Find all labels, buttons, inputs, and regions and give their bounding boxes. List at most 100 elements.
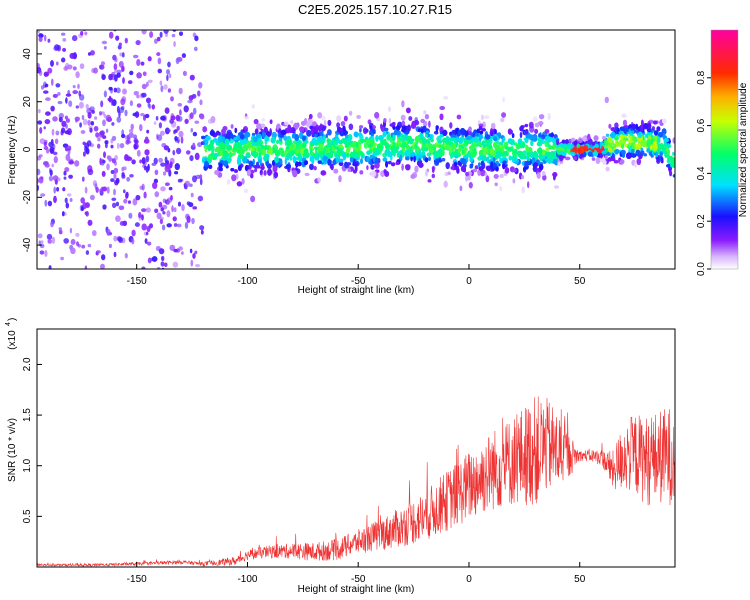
spectrogram-cell [158,248,165,255]
spectrogram-cell [159,279,162,283]
spectrogram-cell [51,22,54,27]
spectrogram-cell [350,143,356,148]
spectrogram-cell [90,50,95,56]
spectrogram-cell [168,73,172,79]
spectrogram-cell [261,117,266,122]
spectrogram-cell [166,223,172,228]
spectrogram-cell [636,158,642,166]
spectrogram-cell [251,104,255,109]
spectrogram-cell [164,262,168,267]
spectrogram-cell [320,130,324,137]
spectrogram-cell [69,227,73,234]
spectrogram-cell [593,135,599,142]
spectrogram-cell [177,22,183,29]
spectrogram-cell [249,160,253,166]
spectrogram-cell [236,157,242,165]
spectrogram-cell [333,168,339,174]
spectrogram-cell [115,215,121,222]
spectrogram-cell [141,214,144,221]
spectrogram-cell [158,122,162,129]
spectrogram-cell [77,388,82,394]
spectrogram-cell [44,119,51,125]
spectrogram-cell [156,266,161,269]
spectrogram-cell [338,149,344,154]
spectrogram-cell [194,152,200,160]
spectrogram-cell [111,99,117,106]
spectrogram-cell [425,169,428,177]
spectrogram-cell [552,158,557,164]
spectrogram-cell [118,205,125,211]
spectrogram-cell [133,54,139,59]
spectrogram-cell [331,147,336,151]
spectrogram-cell [599,153,603,159]
spectrogram-cell [238,150,243,155]
spectrogram-cell [449,122,453,129]
spectrogram-cell [135,339,139,346]
spectrogram-cell [44,163,50,168]
spectrogram-cell [544,129,550,134]
spectrogram-cell [157,57,162,65]
spectrogram-cell [84,186,88,194]
spectrogram-cell [38,109,41,114]
spectrogram-cell [169,322,172,326]
spectrogram-cell [142,308,145,312]
spectrogram-cell [382,157,388,162]
spectrogram-cell [226,179,231,185]
spectrogram-cell [435,125,439,133]
spectrogram-cell [57,92,61,96]
spectrogram-cell [512,168,517,173]
spectrogram-cell [326,138,330,143]
spectrogram-cell [177,22,183,29]
spectrogram-cell [142,308,145,312]
spectrogram-cell [173,41,176,47]
spectrogram-cell [124,3,129,7]
spectrogram-cell [97,143,101,149]
spectrogram-cell [296,139,301,145]
spectrogram-cell [168,169,172,177]
spectrogram-cell [113,167,119,174]
spectrogram-cell [176,57,183,62]
spectrogram-cell [108,243,112,249]
spectrogram-cell [524,123,528,128]
spectrogram-cell [75,241,79,246]
spectrogram-cell [406,107,411,114]
spectrogram-cell [360,139,366,143]
spectrogram-cell [672,137,675,144]
spectrogram-cell [72,337,76,343]
spectrogram-cell [108,155,112,163]
spectrogram-cell [54,179,58,185]
spectrogram-cell [499,174,504,178]
spectrogram-cell [113,188,116,196]
spectrogram-cell [349,156,354,163]
spectrogram-cell [113,235,118,242]
spectrogram-cell [125,139,130,145]
spectrogram-cell [278,128,282,134]
spectrogram-cell [153,22,158,27]
spectrogram-cell [619,126,626,131]
spectrogram-cell [621,151,626,158]
spectrogram-cell [567,142,572,150]
spectrogram-cell [531,157,536,164]
spectrogram-cell [289,150,295,157]
spectrogram-cell [77,243,81,248]
spectrogram-cell [499,186,503,192]
spectrogram-cell [244,132,251,138]
spectrogram-cell [524,160,529,168]
spectrogram-cell [557,161,561,167]
spectrogram-cell [94,116,98,120]
spectrogram-cell [653,120,658,125]
spectrogram-cell [478,166,484,172]
spectrogram-cell [460,165,466,172]
spectrogram-cell [190,192,194,198]
spectrogram-cell [129,70,134,76]
spectrogram-cell [651,126,656,131]
spectrogram-cell [173,223,178,227]
spectrogram-cell [135,339,139,346]
spectrogram-cell [213,152,218,158]
spectrogram-cell [332,159,336,166]
spectrogram-cell [54,138,59,145]
spectrogram-cell [165,294,167,298]
spectrogram-cell [152,347,154,351]
spectrogram-cell [112,54,117,61]
spectrogram-cell [337,126,341,133]
